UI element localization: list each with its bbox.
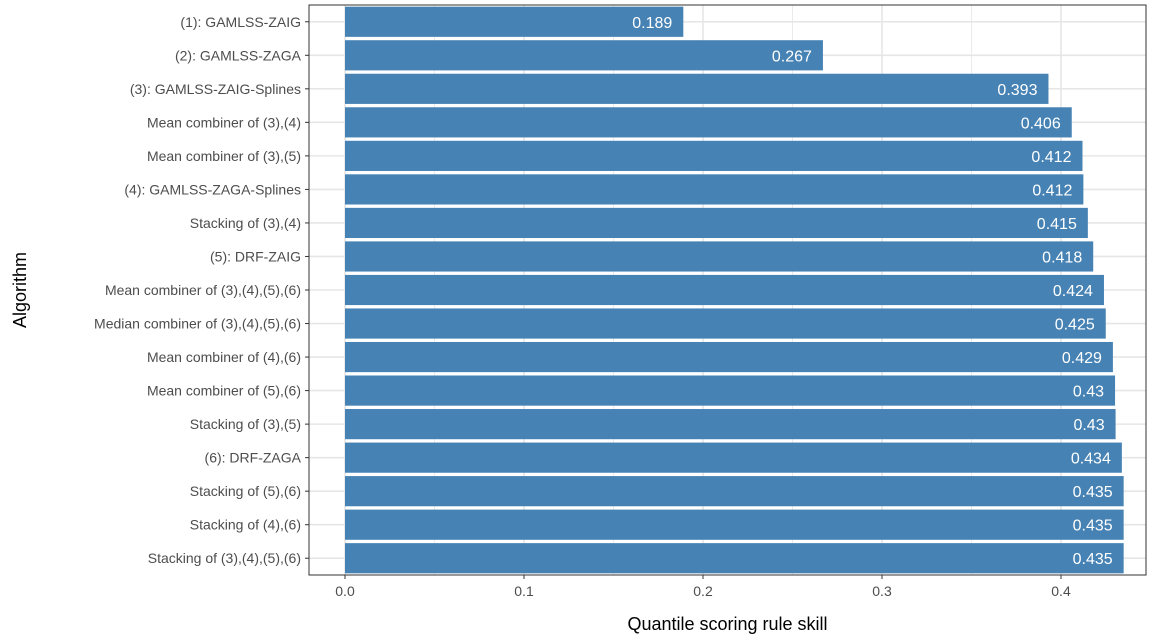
bar-value-label: 0.418 [1042,249,1082,266]
bar [345,341,1113,373]
bar [345,207,1088,239]
x-tick-label: 0.2 [693,583,713,599]
y-tick-label: Mean combiner of (3),(5) [147,148,301,164]
bar [345,40,823,71]
y-tick-label: Mean combiner of (3),(4) [147,114,301,130]
bar-value-label: 0.435 [1073,518,1113,535]
y-tick-label: (1): GAMLSS-ZAIG [180,14,301,30]
bar-value-label: 0.267 [772,48,812,65]
bar [345,442,1122,473]
bar-value-label: 0.412 [1032,182,1072,199]
bar [345,509,1124,540]
bar-value-label: 0.415 [1037,216,1077,233]
y-tick-label: Stacking of (3),(5) [190,416,301,432]
y-tick-label: Stacking of (4),(6) [190,517,301,533]
x-tick-label: 0.3 [872,583,892,599]
bar [345,375,1116,406]
y-tick-label: (4): GAMLSS-ZAGA-Splines [124,181,301,197]
bar-value-label: 0.393 [997,82,1037,99]
bar [345,6,684,37]
bar-value-label: 0.435 [1073,484,1113,501]
bar-value-label: 0.406 [1021,115,1061,132]
bar [345,543,1124,574]
y-tick-label: Stacking of (5),(6) [190,483,301,499]
bar-value-label: 0.425 [1055,317,1095,334]
bar [345,409,1116,440]
bar-value-label: 0.435 [1073,551,1113,568]
y-tick-label: (2): GAMLSS-ZAGA [175,47,302,63]
y-tick-label: Mean combiner of (5),(6) [147,383,301,399]
y-tick-label: Mean combiner of (3),(4),(5),(6) [105,282,301,298]
bar-value-label: 0.43 [1073,384,1104,401]
bar-value-label: 0.412 [1031,149,1071,166]
bar-value-label: 0.43 [1073,417,1104,434]
bar-value-label: 0.434 [1071,451,1111,468]
bar [345,241,1094,272]
x-axis-title: Quantile scoring rule skill [627,614,827,634]
y-tick-label: (3): GAMLSS-ZAIG-Splines [130,81,301,97]
y-tick-label: Median combiner of (3),(4),(5),(6) [94,316,301,332]
bar [345,73,1049,104]
y-tick-label: Stacking of (3),(4),(5),(6) [148,550,301,566]
bar [345,308,1106,339]
x-tick-label: 0.0 [335,583,355,599]
x-tick-label: 0.1 [514,583,534,599]
y-tick-label: Mean combiner of (4),(6) [147,349,301,365]
bar [345,476,1124,507]
x-tick-label: 0.4 [1051,583,1071,599]
bar [345,107,1072,138]
bars: 0.189 0.267 0.393 0.406 0.412 0.412 0.415 0.418… [345,6,1124,574]
x-axis: 0.0 0.1 0.2 0.3 0.4 [335,575,1071,599]
bar-value-label: 0.429 [1062,350,1102,367]
bar [345,140,1083,171]
y-tick-label: (6): DRF-ZAGA [205,450,302,466]
bar [345,274,1104,306]
y-tick-label: (5): DRF-ZAIG [210,248,301,264]
y-axis: (1): GAMLSS-ZAIG (2): GAMLSS-ZAGA (3): GAM… [94,14,309,566]
bar [345,174,1084,205]
y-tick-label: Stacking of (3),(4) [190,215,301,231]
bar-value-label: 0.424 [1053,283,1093,300]
bar-value-label: 0.189 [632,15,672,32]
y-axis-title: Algorithm [10,252,30,328]
